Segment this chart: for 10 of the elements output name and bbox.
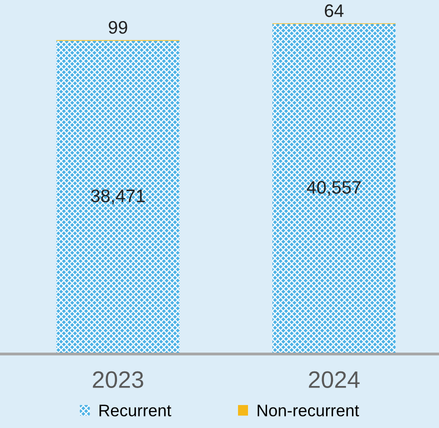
legend-label: Non-recurrent: [258, 404, 360, 416]
x-tick-label: 2024: [308, 371, 360, 388]
data-label: 38,471: [91, 190, 145, 204]
legend-label: Recurrent: [100, 404, 172, 416]
data-label: 99: [108, 20, 128, 34]
bar: [56, 40, 180, 354]
data-label: 64: [324, 4, 344, 18]
x-tick-label: 2023: [92, 371, 144, 388]
bar: [272, 24, 396, 354]
data-label: 40,557: [306, 181, 361, 196]
